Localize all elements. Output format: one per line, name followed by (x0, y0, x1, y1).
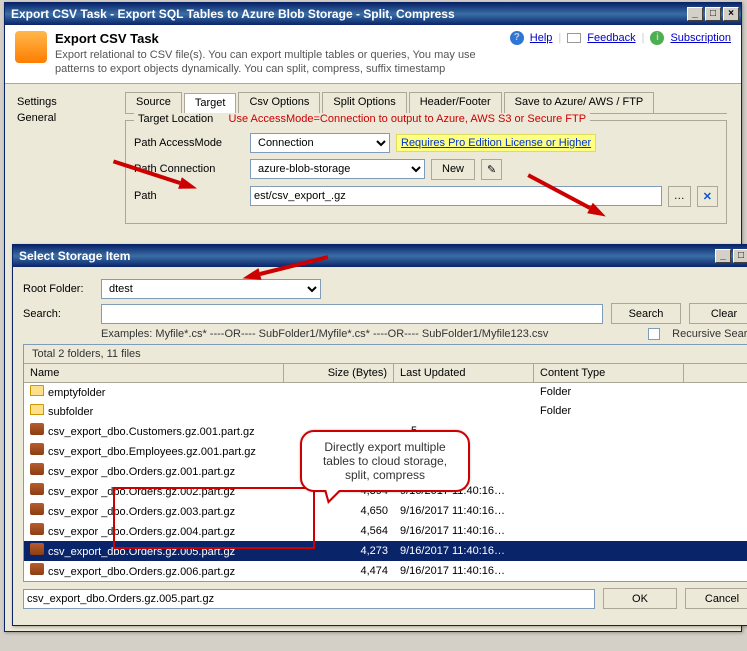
tab-split-options[interactable]: Split Options (322, 92, 406, 113)
header-links: ? Help | Feedback | i Subscription (510, 31, 731, 45)
subscription-link[interactable]: Subscription (670, 32, 731, 44)
list-status: Total 2 folders, 11 files (24, 345, 747, 364)
parent-title: Export CSV Task - Export SQL Tables to A… (11, 3, 455, 25)
browse-button[interactable]: … (668, 186, 691, 207)
callout-text: Directly export multiple tables to cloud… (323, 440, 447, 482)
tab-save-cloud[interactable]: Save to Azure/ AWS / FTP (504, 92, 655, 113)
clear-button[interactable]: Clear (689, 303, 747, 324)
group-hint: Use AccessMode=Connection to output to A… (229, 113, 587, 125)
tabstrip: Source Target Csv Options Split Options … (125, 92, 727, 114)
archive-icon (30, 523, 44, 535)
tab-csv-options[interactable]: Csv Options (238, 92, 320, 113)
help-link[interactable]: Help (530, 32, 553, 44)
root-label: Root Folder: (23, 283, 93, 295)
list-header: Name Size (Bytes) Last Updated Content T… (24, 364, 747, 383)
new-conn-button[interactable]: New (431, 159, 475, 180)
selection-input[interactable] (23, 589, 595, 609)
mail-icon (567, 33, 581, 43)
search-input[interactable] (101, 304, 603, 324)
conn-select[interactable]: azure-blob-storage (250, 159, 425, 179)
feedback-link[interactable]: Feedback (587, 32, 635, 44)
clear-path-button[interactable]: ✕ (697, 186, 718, 207)
archive-icon (30, 503, 44, 515)
archive-icon (30, 543, 44, 555)
tab-header-footer[interactable]: Header/Footer (409, 92, 502, 113)
edit-conn-button[interactable]: ✎ (481, 159, 502, 180)
info-icon: i (650, 31, 664, 45)
header-title: Export CSV Task (55, 31, 502, 46)
col-date[interactable]: Last Updated (394, 364, 534, 382)
root-select[interactable]: dtest (101, 279, 321, 299)
list-row[interactable]: csv_export_dbo.Orders.gz.005.part.gz4,27… (24, 541, 747, 561)
target-group: Target Location Use AccessMode=Connectio… (125, 120, 727, 224)
maximize-button[interactable]: □ (733, 249, 747, 263)
task-icon (15, 31, 47, 63)
tab-target[interactable]: Target (184, 93, 237, 114)
minimize-button[interactable]: _ (687, 7, 703, 21)
header-area: Export CSV Task Export relational to CSV… (5, 25, 741, 84)
folder-icon (30, 385, 44, 396)
archive-icon (30, 483, 44, 495)
search-label: Search: (23, 308, 93, 320)
col-type[interactable]: Content Type (534, 364, 684, 382)
help-icon: ? (510, 31, 524, 45)
minimize-button[interactable]: _ (715, 249, 731, 263)
list-row[interactable]: csv_export_dbo.Orders.gz.006.part.gz4,47… (24, 561, 747, 581)
nav-settings[interactable]: Settings (13, 94, 117, 110)
label-access: Path AccessMode (134, 137, 244, 149)
ok-button[interactable]: OK (603, 588, 677, 609)
group-legend: Target Location (138, 113, 213, 125)
archive-icon (30, 423, 44, 435)
examples-text: Examples: Myfile*.cs* ----OR---- SubFold… (101, 328, 640, 340)
parent-titlebar[interactable]: Export CSV Task - Export SQL Tables to A… (5, 3, 741, 25)
col-name[interactable]: Name (24, 364, 284, 382)
list-row[interactable]: csv_expor _dbo.Orders.gz.004.part.gz4,56… (24, 521, 747, 541)
list-row[interactable]: emptyfolderFolder (24, 383, 747, 402)
folder-icon (30, 404, 44, 415)
maximize-button[interactable]: □ (705, 7, 721, 21)
nav-general[interactable]: General (13, 110, 117, 126)
recursive-label: Recursive Search (672, 328, 747, 340)
archive-icon (30, 463, 44, 475)
col-size[interactable]: Size (Bytes) (284, 364, 394, 382)
child-titlebar[interactable]: Select Storage Item _ □ × (13, 245, 747, 267)
tab-source[interactable]: Source (125, 92, 182, 113)
recursive-checkbox[interactable] (648, 328, 660, 340)
archive-icon (30, 563, 44, 575)
access-select[interactable]: Connection (250, 133, 390, 153)
header-desc: Export relational to CSV file(s). You ca… (55, 48, 502, 77)
archive-icon (30, 443, 44, 455)
path-input[interactable] (250, 186, 662, 206)
close-button[interactable]: × (723, 7, 739, 21)
cancel-button[interactable]: Cancel (685, 588, 747, 609)
callout: Directly export multiple tables to cloud… (300, 430, 470, 492)
search-button[interactable]: Search (611, 303, 681, 324)
list-row[interactable]: subfolderFolder (24, 402, 747, 421)
child-title: Select Storage Item (19, 245, 130, 267)
pro-license-link[interactable]: Requires Pro Edition License or Higher (396, 134, 596, 152)
list-row[interactable]: csv_expor _dbo.Orders.gz.003.part.gz4,65… (24, 501, 747, 521)
